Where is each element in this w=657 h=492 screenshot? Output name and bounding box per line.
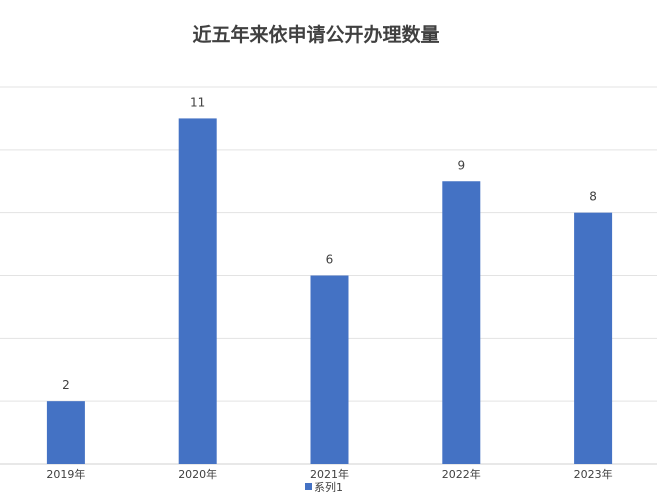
chart-title: 近五年来依申请公开办理数量: [192, 23, 439, 46]
bars: 2 11 6 9 8: [46, 95, 613, 465]
legend: 系列1: [305, 480, 343, 492]
data-label: 8: [589, 190, 597, 204]
data-label: 9: [457, 158, 465, 172]
data-label: 11: [190, 95, 205, 109]
bar: [46, 401, 85, 464]
x-tick-label: 2019年: [46, 467, 85, 481]
bar: [178, 118, 217, 465]
legend-label: 系列1: [314, 480, 343, 492]
x-tick-label: 2022年: [442, 467, 481, 481]
x-axis-labels: 2019年 2020年 2021年 2022年 2023年: [46, 467, 612, 481]
legend-swatch: [305, 483, 312, 490]
x-tick-label: 2021年: [310, 467, 349, 481]
bar: [310, 275, 349, 464]
data-label: 2: [62, 378, 70, 392]
bar: [574, 212, 613, 464]
x-tick-label: 2020年: [178, 467, 217, 481]
data-label: 6: [326, 253, 334, 267]
bar: [442, 181, 481, 464]
x-tick-label: 2023年: [574, 467, 613, 481]
